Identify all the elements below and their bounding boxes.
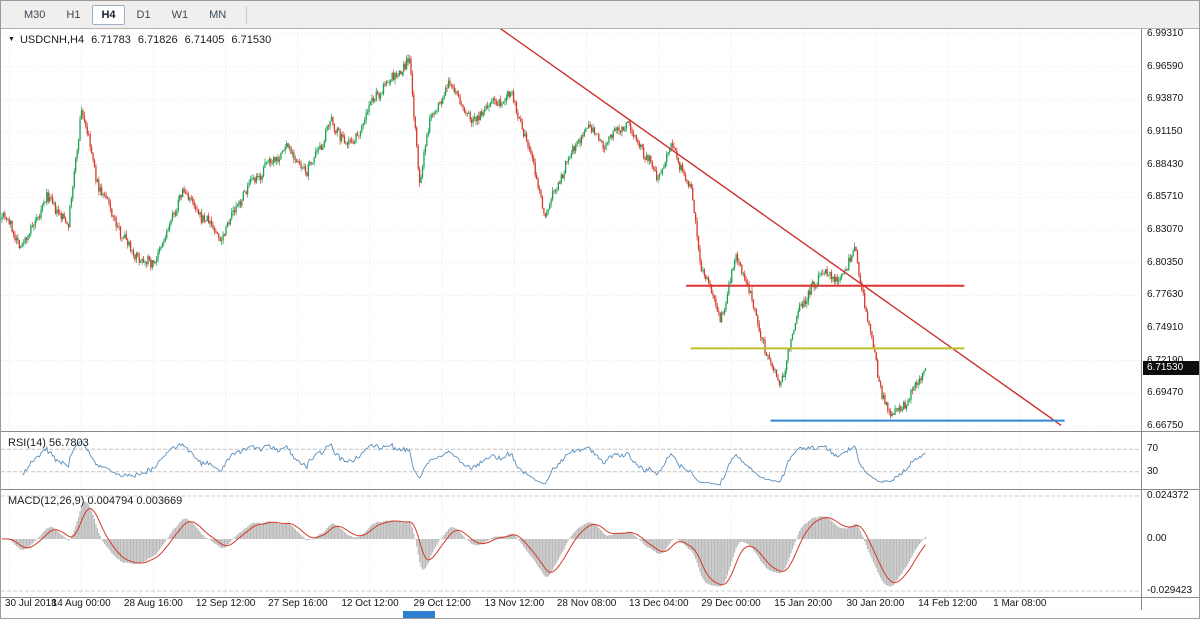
price-chart-panel: ▼ USDCNH,H4 6.71783 6.71826 6.71405 6.71530: [1, 29, 1199, 431]
scrollbar-thumb[interactable]: [403, 611, 435, 618]
time-axis-label: 13 Dec 04:00: [629, 598, 689, 609]
rsi-label: RSI(14) 56.7803: [8, 437, 89, 449]
panel-separator: [1, 431, 1199, 432]
rsi-axis-label: 30: [1147, 465, 1159, 477]
time-axis-label: 13 Nov 12:00: [484, 598, 545, 609]
rsi-panel: RSI(14) 56.7803: [1, 432, 1199, 489]
rsi-axis-label: 70: [1147, 443, 1159, 455]
price-axis-label: 6.66750: [1147, 420, 1184, 431]
time-axis[interactable]: 30 Jul 2018 14 Aug 00:00 28 Aug 16:00 12 Se…: [1, 598, 1199, 610]
price-axis-label: 6.69470: [1147, 387, 1184, 399]
ohlc-low: 6.71405: [184, 34, 225, 46]
time-axis-label: 12 Oct 12:00: [341, 598, 399, 609]
price-axis-label: 6.99310: [1147, 28, 1184, 39]
symbol-marker-icon: ▼: [8, 36, 15, 43]
price-axis-label: 6.88430: [1147, 158, 1184, 170]
time-axis-label: 12 Sep 12:00: [195, 598, 256, 609]
time-axis-label: 1 Mar 08:00: [993, 598, 1047, 609]
price-axis-label: 6.85710: [1147, 191, 1184, 203]
price-axis-label: 6.96590: [1147, 60, 1184, 72]
macd-axis-label: -0.029423: [1147, 585, 1193, 596]
time-axis-label: 14 Aug 00:00: [51, 598, 111, 609]
ohlc-close: 6.71530: [231, 34, 272, 46]
timeframe-button-w1[interactable]: W1: [163, 5, 198, 25]
timeframe-toolbar: M30 H1 H4 D1 W1 MN: [1, 1, 1199, 29]
time-axis-label: 28 Aug 16:00: [123, 598, 183, 609]
price-axis-label: 6.83070: [1147, 224, 1184, 235]
macd-canvas[interactable]: [1, 490, 1141, 597]
toolbar-separator: [246, 5, 248, 24]
time-axis-label: 30 Jul 2018: [5, 598, 57, 609]
timeframe-button-m30[interactable]: M30: [15, 5, 54, 25]
time-axis-label: 14 Feb 12:00: [918, 598, 978, 609]
timeframe-button-d1[interactable]: D1: [128, 5, 160, 25]
timeframe-button-mn[interactable]: MN: [200, 5, 235, 25]
macd-axis-label: 0.00: [1147, 533, 1167, 545]
ohlc-open: 6.71783: [91, 34, 131, 46]
macd-panel: MACD(12,26,9) 0.004794 0.003669: [1, 490, 1199, 597]
symbol-name: USDCNH,H4: [19, 34, 85, 46]
price-axis-label: 6.72190: [1147, 354, 1184, 366]
time-axis-label: 27 Sep 16:00: [268, 598, 328, 609]
price-axis-label: 6.74910: [1147, 322, 1184, 333]
price-axis-label: 6.93870: [1147, 93, 1184, 105]
timeframe-button-h1[interactable]: H1: [57, 5, 89, 25]
time-axis-label: 29 Dec 00:00: [701, 598, 761, 609]
rsi-canvas[interactable]: [1, 432, 1141, 489]
symbol-ohlc-label: ▼ USDCNH,H4 6.71783 6.71826 6.71405 6.71530: [8, 34, 271, 46]
price-axis-label: 6.91150: [1147, 126, 1183, 137]
timeframe-button-h4[interactable]: H4: [92, 4, 125, 25]
time-axis-label: 29 Oct 12:00: [413, 598, 471, 609]
time-axis-label: 15 Jan 20:00: [774, 598, 833, 609]
time-axis-label: 30 Jan 20:00: [846, 598, 905, 609]
price-axis-label: 6.77630: [1147, 289, 1184, 301]
price-axis[interactable]: 6.71530 6.99310 6.96590 6.93870 6.91150 6.88…: [1141, 28, 1199, 610]
current-price-tag: 6.71530: [1143, 361, 1199, 376]
time-axis-label: 28 Nov 08:00: [556, 598, 617, 609]
panel-separator: [1, 489, 1199, 490]
ohlc-high: 6.71826: [137, 34, 178, 46]
chart-scrollbar: [1, 610, 1199, 618]
macd-label: MACD(12,26,9) 0.004794 0.003669: [8, 495, 183, 507]
price-axis-label: 6.80350: [1147, 256, 1184, 268]
panel-separator: [1, 597, 1199, 598]
price-chart-canvas[interactable]: [1, 29, 1141, 431]
macd-axis-label: 0.024372: [1147, 490, 1189, 501]
